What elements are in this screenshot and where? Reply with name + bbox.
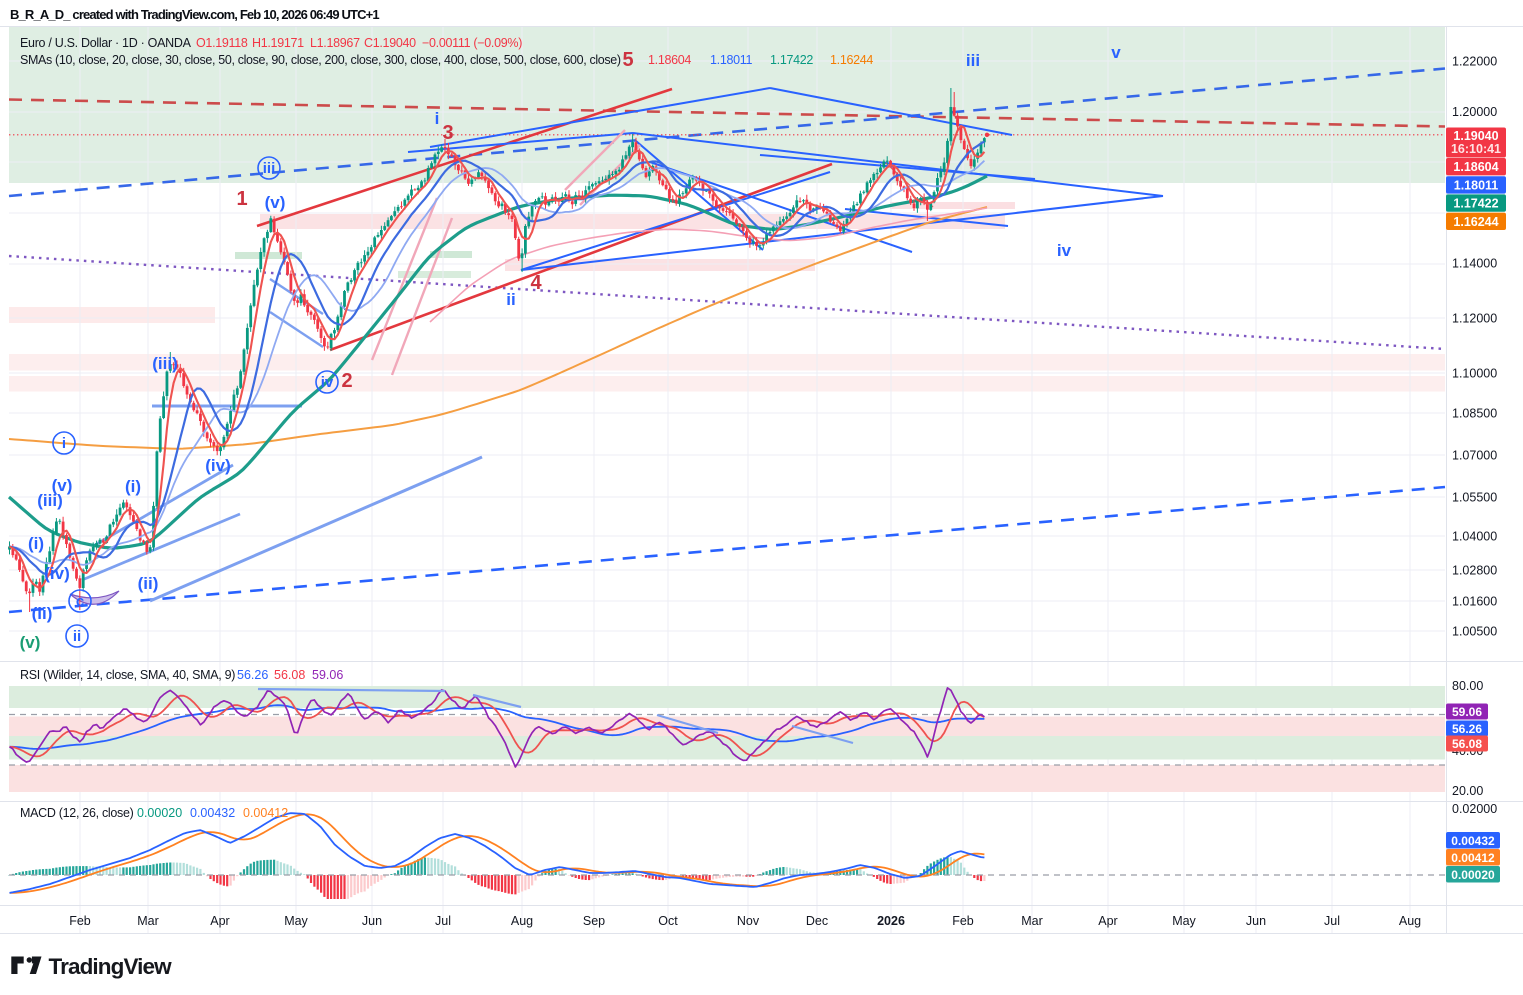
svg-text:Euro / U.S. Dollar · 1D · OAND: Euro / U.S. Dollar · 1D · OANDA xyxy=(20,36,192,50)
svg-text:Oct: Oct xyxy=(658,914,678,928)
svg-text:1: 1 xyxy=(236,188,247,210)
svg-text:0.02000: 0.02000 xyxy=(1452,802,1497,816)
svg-text:Aug: Aug xyxy=(1399,914,1421,928)
svg-text:TradingView: TradingView xyxy=(49,954,173,979)
svg-text:Feb: Feb xyxy=(69,914,91,928)
svg-text:4: 4 xyxy=(530,272,542,294)
svg-text:56.26: 56.26 xyxy=(1452,722,1482,736)
svg-text:i: i xyxy=(435,109,440,128)
svg-text:2026: 2026 xyxy=(877,914,905,928)
svg-text:c: c xyxy=(76,593,84,610)
svg-text:3: 3 xyxy=(442,122,453,144)
svg-text:0.00412: 0.00412 xyxy=(1451,851,1495,865)
svg-text:1.00500: 1.00500 xyxy=(1452,625,1497,639)
svg-text:Jun: Jun xyxy=(362,914,382,928)
svg-text:1.17422: 1.17422 xyxy=(770,53,813,67)
svg-text:(iv): (iv) xyxy=(205,456,231,475)
svg-text:0.00020: 0.00020 xyxy=(137,806,182,820)
svg-text:(v): (v) xyxy=(20,633,41,652)
svg-text:(iii): (iii) xyxy=(152,354,178,373)
svg-text:Aug: Aug xyxy=(511,914,533,928)
svg-text:56.08: 56.08 xyxy=(274,668,305,682)
svg-text:(iii): (iii) xyxy=(37,491,63,510)
svg-text:Jul: Jul xyxy=(1324,914,1340,928)
svg-text:O1.19118: O1.19118 xyxy=(196,36,248,50)
svg-text:(i): (i) xyxy=(125,477,141,496)
svg-text:5: 5 xyxy=(622,49,633,71)
svg-text:1.14000: 1.14000 xyxy=(1452,257,1497,271)
svg-text:Apr: Apr xyxy=(1098,914,1117,928)
svg-text:0.00412: 0.00412 xyxy=(243,806,288,820)
svg-text:B_R_A_D_ created with TradingV: B_R_A_D_ created with TradingView.com, F… xyxy=(10,7,379,22)
svg-text:ii: ii xyxy=(506,290,515,309)
svg-text:1.02800: 1.02800 xyxy=(1452,564,1497,578)
svg-text:C1.19040: C1.19040 xyxy=(364,36,416,50)
svg-text:May: May xyxy=(284,914,308,928)
svg-text:1.19040: 1.19040 xyxy=(1453,129,1498,143)
svg-text:1.20000: 1.20000 xyxy=(1452,105,1497,119)
svg-text:May: May xyxy=(1172,914,1196,928)
svg-text:(i): (i) xyxy=(28,534,44,553)
svg-text:v: v xyxy=(1111,43,1121,62)
svg-text:−0.00111 (−0.09%): −0.00111 (−0.09%) xyxy=(422,36,522,50)
svg-text:(v): (v) xyxy=(265,193,286,212)
svg-text:Jun: Jun xyxy=(1246,914,1266,928)
svg-text:(ii): (ii) xyxy=(32,604,53,623)
svg-text:i: i xyxy=(62,435,66,452)
svg-text:1.04000: 1.04000 xyxy=(1452,530,1497,544)
svg-text:1.01600: 1.01600 xyxy=(1452,595,1497,609)
svg-text:(ii): (ii) xyxy=(138,574,159,593)
svg-text:H1.19171: H1.19171 xyxy=(252,36,304,50)
svg-text:(v): (v) xyxy=(52,476,73,495)
svg-text:Mar: Mar xyxy=(137,914,159,928)
svg-text:80.00: 80.00 xyxy=(1452,679,1483,693)
svg-text:59.06: 59.06 xyxy=(1452,705,1482,719)
svg-text:iv: iv xyxy=(1057,241,1072,260)
svg-text:iii: iii xyxy=(263,160,276,177)
svg-text:L1.18967: L1.18967 xyxy=(310,36,360,50)
svg-text:Jul: Jul xyxy=(435,914,451,928)
svg-text:1.17422: 1.17422 xyxy=(1453,197,1498,211)
svg-text:Mar: Mar xyxy=(1021,914,1043,928)
svg-text:1.16244: 1.16244 xyxy=(1453,215,1498,229)
svg-text:Apr: Apr xyxy=(210,914,229,928)
svg-text:1.10000: 1.10000 xyxy=(1452,367,1497,381)
svg-text:Feb: Feb xyxy=(952,914,974,928)
svg-text:1.08500: 1.08500 xyxy=(1452,407,1497,421)
svg-text:2: 2 xyxy=(341,370,352,392)
svg-text:56.26: 56.26 xyxy=(237,668,268,682)
svg-text:(iv): (iv) xyxy=(44,564,70,583)
svg-text:1.05500: 1.05500 xyxy=(1452,491,1497,505)
svg-text:Dec: Dec xyxy=(806,914,828,928)
svg-text:1.16244: 1.16244 xyxy=(830,53,873,67)
svg-text:16:10:41: 16:10:41 xyxy=(1451,142,1501,156)
svg-text:MACD (12, 26, close): MACD (12, 26, close) xyxy=(20,806,134,820)
svg-text:1.07000: 1.07000 xyxy=(1452,449,1497,463)
svg-text:0.00020: 0.00020 xyxy=(1451,868,1495,882)
svg-text:20.00: 20.00 xyxy=(1452,784,1483,798)
svg-text:ii: ii xyxy=(73,628,81,645)
svg-text:1.18011: 1.18011 xyxy=(1454,178,1499,192)
svg-text:59.06: 59.06 xyxy=(312,668,343,682)
svg-text:1.18011: 1.18011 xyxy=(710,53,753,67)
svg-text:iv: iv xyxy=(321,374,334,391)
svg-text:iii: iii xyxy=(966,51,980,70)
svg-text:Sep: Sep xyxy=(583,914,605,928)
svg-text:0.00432: 0.00432 xyxy=(1451,834,1495,848)
svg-text:1.18604: 1.18604 xyxy=(1453,160,1498,174)
svg-text:RSI (Wilder, 14, close, SMA, 4: RSI (Wilder, 14, close, SMA, 40, SMA, 9) xyxy=(20,668,235,682)
svg-text:1.12000: 1.12000 xyxy=(1452,312,1497,326)
svg-text:56.08: 56.08 xyxy=(1452,737,1482,751)
svg-text:0.00432: 0.00432 xyxy=(190,806,235,820)
svg-text:SMAs (10, close, 20, close, 30: SMAs (10, close, 20, close, 30, close, 5… xyxy=(20,53,621,67)
svg-text:1.18604: 1.18604 xyxy=(648,53,691,67)
svg-text:1.22000: 1.22000 xyxy=(1452,55,1497,69)
svg-text:Nov: Nov xyxy=(737,914,760,928)
